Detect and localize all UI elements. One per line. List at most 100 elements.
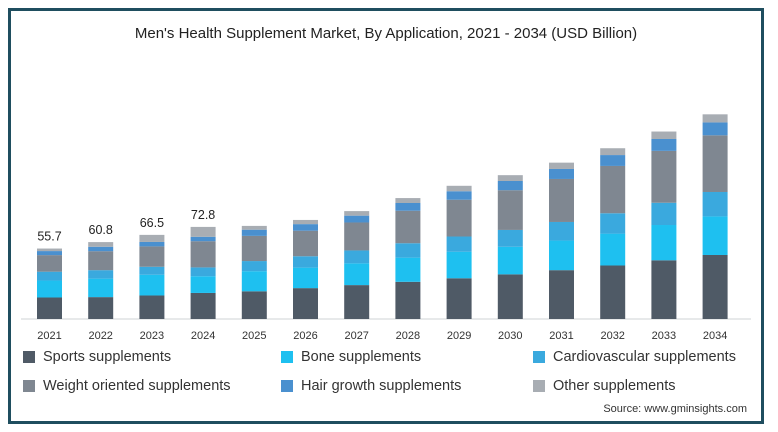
bar-segment-2026-2 <box>293 256 318 268</box>
bar-segment-2025-5 <box>241 225 267 230</box>
bar-segment-2025-3 <box>241 235 267 262</box>
bar-segment-2034-2 <box>702 191 728 217</box>
chart-title: Men's Health Supplement Market, By Appli… <box>134 25 638 42</box>
bar-segment-2028-4 <box>395 203 421 211</box>
bar-segment-2029-0 <box>446 278 472 319</box>
bar-segment-2024-5 <box>190 226 216 237</box>
bar-segment-2027-2 <box>344 250 370 264</box>
bar-segment-2023-1 <box>139 274 165 296</box>
legend-item-5: Other supplements <box>533 378 676 394</box>
bar-segment-2029-2 <box>446 236 472 252</box>
legend-item-3: Weight oriented supplements <box>23 378 231 394</box>
x-tick-label-2032: 2032 <box>600 330 624 342</box>
bar-segment-2021-0 <box>37 297 62 319</box>
x-tick-label-2021: 2021 <box>37 330 61 342</box>
bar-segment-2031-2 <box>549 221 574 241</box>
bar-segment-2024-4 <box>190 236 216 242</box>
data-label-2022: 60.8 <box>89 223 113 237</box>
bar-segment-2032-1 <box>600 233 626 266</box>
bar-segment-2033-4 <box>651 138 677 151</box>
bar-segment-2032-3 <box>600 165 626 214</box>
bar-segment-2034-1 <box>702 216 728 255</box>
bar-segment-2022-3 <box>88 251 114 271</box>
bar-segment-2026-1 <box>293 267 318 289</box>
bar-segment-2033-2 <box>651 202 677 226</box>
legend-item-2: Cardiovascular supplements <box>533 349 736 365</box>
x-tick-label-2031: 2031 <box>549 330 573 342</box>
bar-segment-2031-5 <box>549 162 574 169</box>
bar-segment-2030-2 <box>497 229 523 247</box>
bar-segment-2021-3 <box>37 255 62 272</box>
bar-segment-2034-0 <box>702 254 728 319</box>
bar-segment-2026-0 <box>293 288 318 319</box>
bar-segment-2027-3 <box>344 222 370 251</box>
bar-segment-2023-3 <box>139 246 165 267</box>
bar-segment-2032-0 <box>600 265 626 319</box>
x-tick-label-2024: 2024 <box>191 330 215 342</box>
bar-segment-2023-2 <box>139 266 165 275</box>
legend-swatch <box>281 380 293 392</box>
bar-segment-2023-4 <box>139 241 165 247</box>
bar-segment-2034-4 <box>702 122 728 136</box>
bar-segment-2033-5 <box>651 131 677 139</box>
legend-label: Bone supplements <box>301 349 422 365</box>
bar-segment-2027-5 <box>344 211 370 216</box>
bar-segment-2028-0 <box>395 281 421 319</box>
bar-segment-2029-1 <box>446 251 472 279</box>
x-tick-label-2026: 2026 <box>293 330 317 342</box>
bar-segment-2027-4 <box>344 215 370 223</box>
bar-segment-2034-3 <box>702 135 728 192</box>
legend-label: Weight oriented supplements <box>43 378 231 394</box>
x-tick-label-2022: 2022 <box>88 330 112 342</box>
legend-item-1: Bone supplements <box>281 349 421 365</box>
bar-segment-2026-3 <box>293 230 318 257</box>
bar-segment-2026-5 <box>293 219 318 225</box>
bar-segment-2034-5 <box>702 114 728 123</box>
bar-segment-2022-4 <box>88 246 114 252</box>
chart-frame: Men's Health Supplement Market, By Appli… <box>8 8 764 424</box>
bar-segment-2033-3 <box>651 150 677 203</box>
data-label-2024: 72.8 <box>191 208 215 222</box>
data-label-2021: 55.7 <box>37 230 61 244</box>
bar-segment-2021-4 <box>37 251 62 256</box>
legend-label: Sports supplements <box>43 349 172 365</box>
bar-segment-2028-3 <box>395 210 421 244</box>
stacked-bar-chart: 2021 55.7 2022 60.8 2023 66.5 2024 72.8 2025 2026… <box>21 114 751 342</box>
bar-segment-2026-4 <box>293 224 318 231</box>
bar-segment-2023-5 <box>139 234 165 242</box>
x-tick-label-2033: 2033 <box>652 330 676 342</box>
bar-segment-2022-0 <box>88 297 114 319</box>
bar-segment-2032-4 <box>600 155 626 166</box>
legend-label: Cardiovascular supplements <box>553 349 736 365</box>
legend-item-0: Sports supplements <box>23 349 171 365</box>
bar-segment-2030-1 <box>497 246 523 275</box>
bar-segment-2032-5 <box>600 148 626 156</box>
bar-segment-2022-1 <box>88 278 114 298</box>
bar-segment-2024-1 <box>190 276 216 293</box>
bar-segment-2031-4 <box>549 168 574 179</box>
bar-segment-2027-1 <box>344 263 370 286</box>
bar-segment-2021-2 <box>37 271 62 281</box>
bar-segment-2030-4 <box>497 180 523 191</box>
bar-segment-2033-0 <box>651 260 677 319</box>
x-tick-label-2034: 2034 <box>703 330 727 342</box>
x-tick-label-2029: 2029 <box>447 330 471 342</box>
x-tick-label-2030: 2030 <box>498 330 522 342</box>
legend-swatch <box>281 351 293 363</box>
legend-swatch <box>533 380 545 392</box>
bar-segment-2030-3 <box>497 190 523 230</box>
bar-segment-2025-1 <box>241 271 267 292</box>
bar-segment-2029-4 <box>446 191 472 200</box>
bar-segment-2025-4 <box>241 229 267 236</box>
bar-segment-2028-5 <box>395 198 421 203</box>
bar-segment-2027-0 <box>344 285 370 319</box>
legend-item-4: Hair growth supplements <box>281 378 461 394</box>
x-tick-label-2023: 2023 <box>140 330 164 342</box>
legend-swatch <box>23 351 35 363</box>
bar-segment-2028-2 <box>395 243 421 258</box>
x-tick-label-2028: 2028 <box>396 330 420 342</box>
bar-segment-2029-3 <box>446 199 472 237</box>
legend-swatch <box>533 351 545 363</box>
source-note: Source: www.gminsights.com <box>603 403 747 415</box>
bar-segment-2029-5 <box>446 185 472 192</box>
